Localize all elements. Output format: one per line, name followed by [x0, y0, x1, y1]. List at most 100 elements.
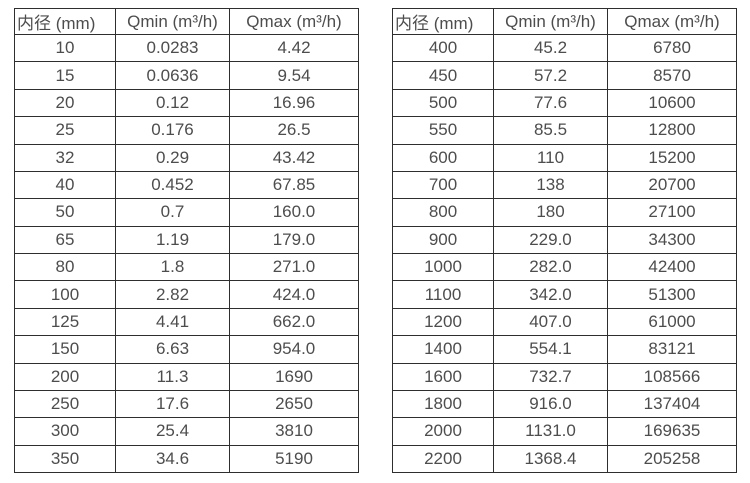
table-cell: 65 — [14, 225, 116, 255]
table-cell: 200 — [14, 362, 116, 391]
table-body: 10 0.0283 4.42 15 0.0636 9.54 20 0.12 16.96 25 0.1… — [14, 33, 359, 474]
table-cell: 1131.0 — [493, 417, 608, 446]
table-cell: 150 — [14, 335, 116, 364]
table-cell: 83121 — [607, 335, 737, 364]
table-row: 350 34.6 5190 — [14, 444, 359, 474]
table-cell: 700 — [392, 170, 494, 200]
table-cell: 500 — [392, 88, 494, 118]
table-cell: 600 — [392, 143, 494, 172]
table-cell: 2650 — [229, 389, 359, 419]
table-row: 150 6.63 954.0 — [14, 335, 359, 364]
table-row: 800 180 27100 — [392, 198, 737, 227]
table-row: 550 85.5 12800 — [392, 116, 737, 145]
table-cell: 1.19 — [115, 225, 230, 255]
table-cell: 138 — [493, 170, 608, 200]
table-cell: 662.0 — [229, 307, 359, 337]
table-cell: 27100 — [607, 198, 737, 227]
table-row: 15 0.0636 9.54 — [14, 61, 359, 90]
table-cell: 108566 — [607, 362, 737, 391]
column-header-qmin: Qmin (m³/h) — [493, 8, 608, 35]
table-row: 20 0.12 16.96 — [14, 88, 359, 118]
table-cell: 20700 — [607, 170, 737, 200]
table-cell: 300 — [14, 417, 116, 446]
table-row: 450 57.2 8570 — [392, 61, 737, 90]
flow-rate-tables-container: 内径 (mm) Qmin (m³/h) Qmax (m³/h) 10 0.0283… — [14, 8, 737, 474]
table-row: 1000 282.0 42400 — [392, 252, 737, 282]
table-cell: 15 — [14, 61, 116, 90]
table-cell: 550 — [392, 116, 494, 145]
table-row: 300 25.4 3810 — [14, 417, 359, 446]
table-cell: 10 — [14, 33, 116, 63]
table-row: 2000 1131.0 169635 — [392, 417, 737, 446]
table-body: 400 45.2 6780 450 57.2 8570 500 77.6 10600 550 85.… — [392, 33, 737, 474]
flow-rate-table-small-diameters: 内径 (mm) Qmin (m³/h) Qmax (m³/h) 10 0.0283… — [14, 8, 359, 474]
column-header-inner-diameter: 内径 (mm) — [14, 8, 116, 35]
table-cell: 12800 — [607, 116, 737, 145]
table-cell: 1368.4 — [493, 444, 608, 474]
table-cell: 3810 — [229, 417, 359, 446]
table-cell: 0.0636 — [115, 61, 230, 90]
table-cell: 6780 — [607, 33, 737, 63]
table-cell: 342.0 — [493, 280, 608, 309]
table-cell: 350 — [14, 444, 116, 474]
table-cell: 43.42 — [229, 143, 359, 172]
table-row: 65 1.19 179.0 — [14, 225, 359, 255]
table-cell: 169635 — [607, 417, 737, 446]
table-row: 600 110 15200 — [392, 143, 737, 172]
table-cell: 1400 — [392, 335, 494, 364]
column-header-qmax: Qmax (m³/h) — [607, 8, 737, 35]
table-cell: 5190 — [229, 444, 359, 474]
table-cell: 110 — [493, 143, 608, 172]
table-cell: 205258 — [607, 444, 737, 474]
table-row: 700 138 20700 — [392, 170, 737, 200]
table-cell: 1100 — [392, 280, 494, 309]
table-cell: 26.5 — [229, 116, 359, 145]
table-cell: 450 — [392, 61, 494, 90]
table-cell: 1600 — [392, 362, 494, 391]
table-cell: 85.5 — [493, 116, 608, 145]
table-cell: 0.7 — [115, 198, 230, 227]
table-cell: 32 — [14, 143, 116, 172]
table-cell: 25 — [14, 116, 116, 145]
table-cell: 2.82 — [115, 280, 230, 309]
table-cell: 424.0 — [229, 280, 359, 309]
table-cell: 900 — [392, 225, 494, 255]
table-cell: 282.0 — [493, 252, 608, 282]
table-row: 80 1.8 271.0 — [14, 252, 359, 282]
table-cell: 0.176 — [115, 116, 230, 145]
table-cell: 1690 — [229, 362, 359, 391]
header-row: 内径 (mm) Qmin (m³/h) Qmax (m³/h) — [392, 8, 737, 35]
table-cell: 2200 — [392, 444, 494, 474]
table-cell: 0.29 — [115, 143, 230, 172]
table-row: 500 77.6 10600 — [392, 88, 737, 118]
table-cell: 0.452 — [115, 170, 230, 200]
table-cell: 160.0 — [229, 198, 359, 227]
table-cell: 67.85 — [229, 170, 359, 200]
table-row: 2200 1368.4 205258 — [392, 444, 737, 474]
column-header-qmin: Qmin (m³/h) — [115, 8, 230, 35]
table-cell: 42400 — [607, 252, 737, 282]
table-row: 32 0.29 43.42 — [14, 143, 359, 172]
table-cell: 51300 — [607, 280, 737, 309]
table-cell: 34.6 — [115, 444, 230, 474]
table-cell: 0.12 — [115, 88, 230, 118]
table-cell: 1000 — [392, 252, 494, 282]
table-cell: 271.0 — [229, 252, 359, 282]
table-row: 50 0.7 160.0 — [14, 198, 359, 227]
table-cell: 180 — [493, 198, 608, 227]
table-cell: 80 — [14, 252, 116, 282]
table-cell: 4.41 — [115, 307, 230, 337]
table-cell: 250 — [14, 389, 116, 419]
table-cell: 34300 — [607, 225, 737, 255]
table-cell: 10600 — [607, 88, 737, 118]
table-row: 400 45.2 6780 — [392, 33, 737, 63]
table-row: 100 2.82 424.0 — [14, 280, 359, 309]
table-cell: 800 — [392, 198, 494, 227]
table-cell: 77.6 — [493, 88, 608, 118]
table-cell: 25.4 — [115, 417, 230, 446]
table-cell: 8570 — [607, 61, 737, 90]
table-cell: 407.0 — [493, 307, 608, 337]
table-row: 10 0.0283 4.42 — [14, 33, 359, 63]
table-cell: 1200 — [392, 307, 494, 337]
table-cell: 61000 — [607, 307, 737, 337]
